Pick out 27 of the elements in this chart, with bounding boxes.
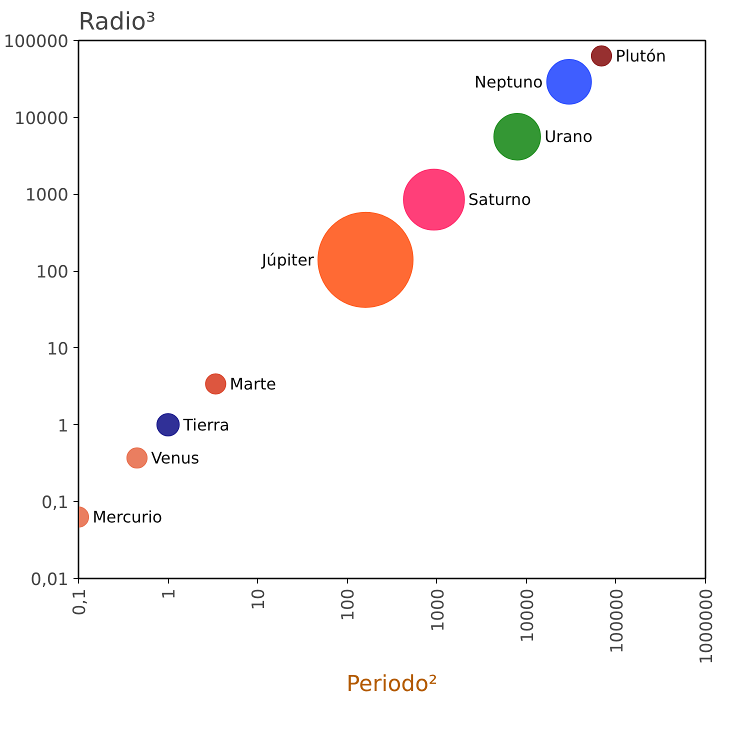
series-label: Mercurio [92,508,162,527]
series-label: Urano [544,127,592,146]
y-tick-label: 100000 [4,32,69,52]
series-label: Marte [230,374,276,394]
series-label: Júpiter [260,250,314,270]
series-label: Saturno [468,190,531,210]
x-tick-label: 10000 [518,588,538,643]
x-tick-label: 10 [249,588,270,610]
x-tick-label: 1 [160,588,180,600]
y-tick-label: 1 [58,416,69,436]
series-label: Venus [151,448,200,468]
x-tick-label: 1000000 [697,588,717,664]
y-axis-title: Radio³ [78,8,156,36]
y-tick-label: 100 [36,262,69,283]
x-tick-label: 100 [338,588,359,621]
series-label: Tierra [182,415,230,434]
series-label: Plutón [616,46,666,66]
series-label: Neptuno [474,72,543,92]
y-tick-label: 10 [46,339,69,360]
y-tick-label: 0,01 [30,570,69,590]
y-tick-label: 10000 [14,108,69,129]
y-tick-label: 0,1 [41,493,69,514]
x-axis-title: Periodo² [346,672,438,698]
y-tick-label: 1000 [25,186,68,206]
x-tick-label: 1000 [428,588,448,632]
x-tick-label: 100000 [607,588,628,654]
x-tick-label: 0,1 [70,588,90,616]
